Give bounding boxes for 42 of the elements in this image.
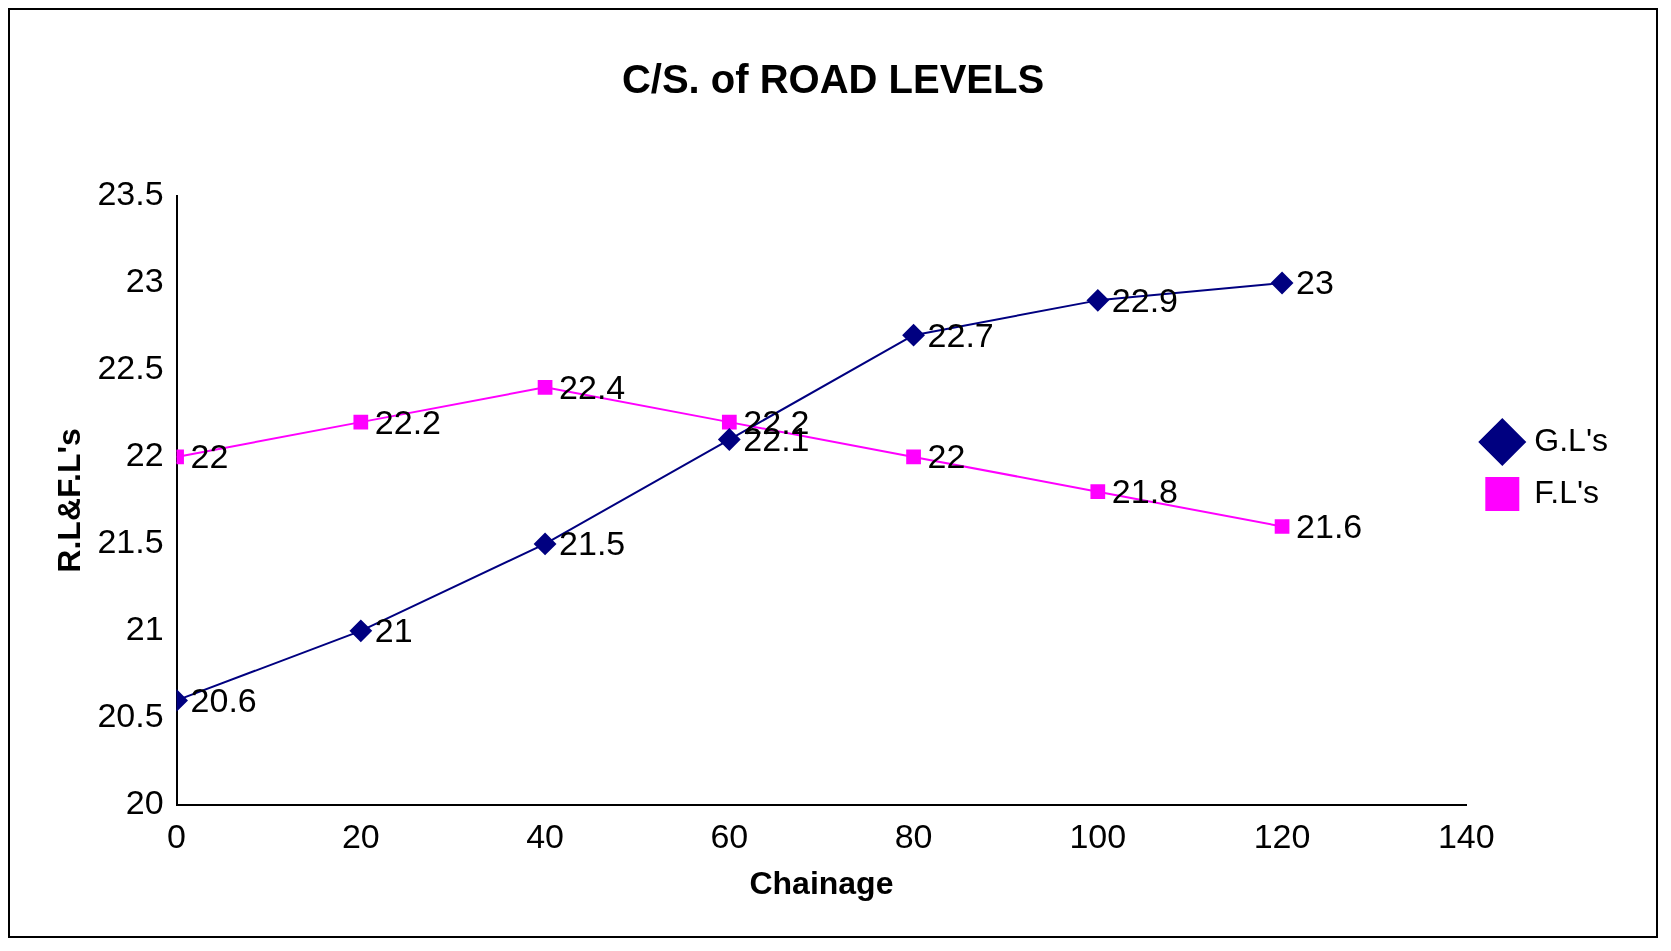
data-label: 22.2	[374, 402, 442, 441]
x-tick-label: 60	[710, 816, 749, 855]
y-axis-title: R.L&F.L's	[51, 428, 88, 573]
x-tick-label: 80	[894, 816, 933, 855]
chart-title: C/S. of ROAD LEVELS	[621, 57, 1045, 102]
point	[537, 379, 553, 395]
point	[353, 414, 369, 430]
point	[1090, 484, 1106, 500]
x-tick-label: 100	[1069, 816, 1127, 855]
x-tick-label: 140	[1437, 816, 1495, 855]
data-label: 22.4	[559, 367, 626, 406]
x-axis-title: Chainage	[749, 864, 894, 901]
x-tick-label: 0	[167, 816, 187, 855]
y-tick-label: 20.5	[97, 696, 164, 735]
point	[902, 324, 925, 347]
y-tick-label: 22	[125, 435, 164, 474]
point	[1086, 289, 1109, 312]
data-label: 21.5	[559, 524, 626, 563]
y-tick-label: 23.5	[97, 174, 164, 213]
y-tick-label: 23	[125, 261, 164, 300]
y-tick-label: 21.5	[97, 522, 164, 561]
y-tick-label: 22.5	[97, 348, 164, 387]
x-tick-label: 120	[1253, 816, 1311, 855]
legend-label: F.L's	[1534, 473, 1600, 510]
x-tick-label: 40	[526, 816, 564, 855]
point	[1271, 271, 1294, 294]
data-label: 21.8	[1111, 472, 1178, 511]
point	[906, 449, 921, 465]
data-label: 21	[374, 611, 413, 650]
point	[718, 428, 741, 451]
point	[721, 414, 737, 430]
point	[349, 619, 372, 642]
x-tick-label: 20	[341, 816, 380, 855]
data-label: 23	[1296, 263, 1334, 302]
point	[1274, 519, 1290, 534]
legend-label: G.L's	[1534, 421, 1608, 458]
data-label: 21.6	[1296, 506, 1363, 545]
y-tick-label: 20	[125, 783, 164, 822]
y-tick-label: 21	[125, 609, 164, 648]
point	[534, 532, 557, 555]
data-label: 20.6	[190, 680, 257, 719]
data-label: 22.7	[927, 315, 994, 354]
